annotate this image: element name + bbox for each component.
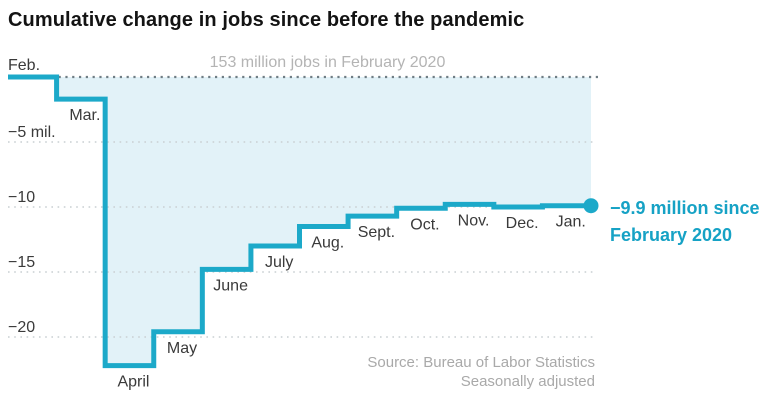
zero-baseline-label: 153 million jobs in February 2020 [209, 54, 446, 71]
source-line: Source: Bureau of Labor Statistics [367, 354, 595, 371]
month-label: Mar. [69, 107, 100, 124]
end-dot [583, 198, 599, 214]
y-tick-label: −20 [8, 319, 35, 336]
month-label: July [265, 254, 293, 271]
month-label: Feb. [8, 57, 40, 74]
month-label: April [117, 374, 149, 391]
chart-title: Cumulative change in jobs since before t… [8, 9, 525, 31]
step-line [8, 74, 591, 369]
month-label: Oct. [410, 216, 439, 233]
month-label: May [167, 340, 197, 357]
month-label: Aug. [311, 235, 344, 252]
month-label: June [213, 277, 248, 294]
month-label: Sept. [358, 224, 395, 241]
month-label: Jan. [556, 214, 586, 231]
area-fill [56, 77, 592, 366]
month-label: Nov. [458, 212, 490, 229]
source-line: Seasonally adjusted [460, 373, 595, 390]
y-tick-label: −5 mil. [8, 124, 56, 141]
source-note: Source: Bureau of Labor Statistics Seaso… [367, 353, 595, 391]
end-value-annotation: −9.9 million since February 2020 [610, 198, 760, 245]
y-tick-label: −10 [8, 189, 35, 206]
month-label: Dec. [506, 215, 539, 232]
y-tick-label: −15 [8, 254, 35, 271]
